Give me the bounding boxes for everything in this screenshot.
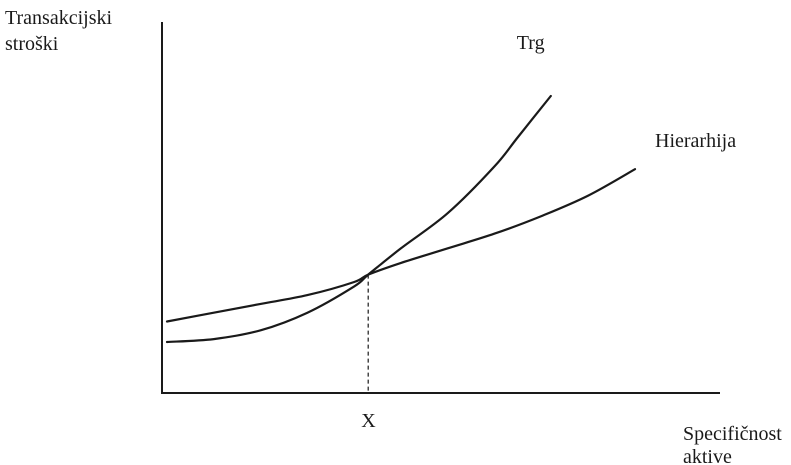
series-line-trg <box>165 94 552 344</box>
x-axis-label-line-1: Specifičnost <box>683 423 782 445</box>
series-label-hierarhija: Hierarhija <box>655 130 736 152</box>
y-axis-label-line-2: stroški <box>5 33 59 55</box>
plot-area: Trg Hierarhija X <box>165 32 736 432</box>
series-line-hierarhija <box>165 168 637 323</box>
series-label-trg: Trg <box>517 32 545 54</box>
x-marker-label: X <box>361 410 376 432</box>
y-axis-label-line-1: Transakcijski <box>5 7 112 29</box>
x-axis-label-line-2: aktive <box>683 446 732 465</box>
